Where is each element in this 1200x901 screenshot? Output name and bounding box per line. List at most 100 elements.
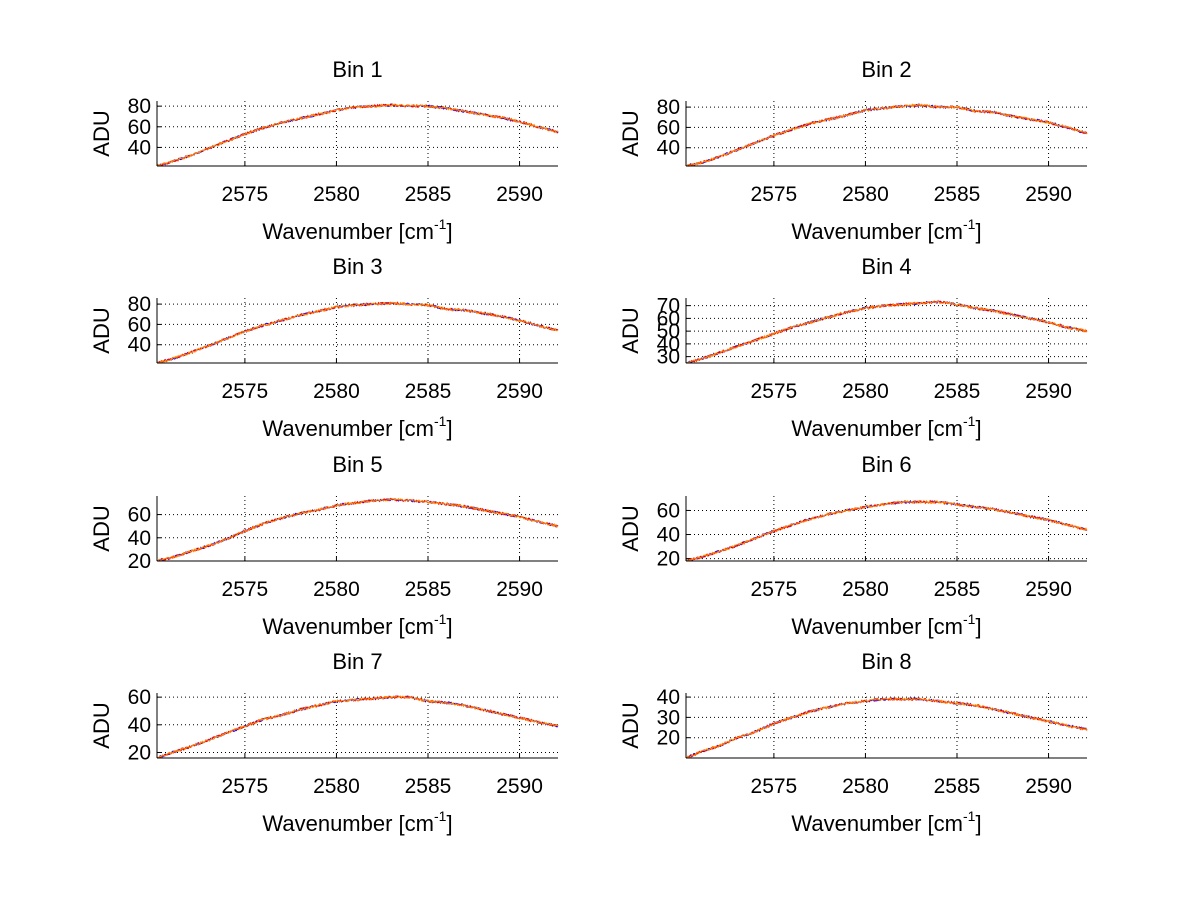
series-line [156,302,559,364]
y-tick-label: 60 [128,313,151,336]
x-axis-label: Wavenumber [cm-1] [791,611,981,639]
x-tick-label: 2590 [496,578,543,601]
y-tick-label: 60 [657,116,680,139]
series-line [685,499,1088,562]
x-tick-label: 2585 [934,380,981,403]
y-tick-label: 80 [657,96,680,119]
series-line [156,103,559,167]
series-line [685,103,1088,167]
x-tick-label: 2580 [842,183,889,206]
y-tick-label: 70 [657,295,680,318]
x-tick-label: 2575 [751,775,798,798]
x-axis-label: Wavenumber [cm-1] [262,808,452,836]
y-axis-label: ADU [618,110,643,156]
series-line [156,301,559,364]
y-tick-label: 80 [128,293,151,316]
y-tick-label: 40 [657,524,680,547]
x-tick-label: 2590 [496,380,543,403]
y-tick-label: 20 [657,548,680,571]
series-line [156,301,559,364]
series-line [685,697,1088,759]
y-tick-label: 40 [657,333,680,356]
x-tick-label: 2575 [751,578,798,601]
chart-title: Bin 5 [332,452,382,477]
x-axis-label: Wavenumber [cm-1] [791,413,981,441]
chart-title: Bin 6 [861,452,911,477]
y-tick-label: 50 [657,320,680,343]
y-tick-label: 20 [657,727,680,750]
y-tick-label: 40 [128,527,151,550]
chart-panel: Bin 7 2575 2580 2585 2590 20 40 60 ADU Wavenumber… [89,649,559,836]
series-line [156,695,559,759]
series-line [156,695,559,759]
chart-title: Bin 4 [861,254,911,279]
x-axis-label: Wavenumber [cm-1] [262,216,452,244]
x-tick-label: 2585 [934,183,981,206]
y-tick-label: 60 [128,686,151,709]
y-axis-label: ADU [89,110,114,156]
x-tick-label: 2585 [405,380,452,403]
x-tick-label: 2575 [751,380,798,403]
series-line [156,498,559,562]
y-axis-label: ADU [89,307,114,353]
series-line [685,697,1088,759]
series-line [685,499,1088,561]
x-tick-label: 2590 [1025,380,1072,403]
series-line [685,299,1088,364]
series-line [685,300,1087,364]
y-tick-label: 30 [657,346,680,369]
x-tick-label: 2585 [934,578,981,601]
x-tick-label: 2590 [1025,183,1072,206]
x-axis-label: Wavenumber [cm-1] [791,216,981,244]
x-tick-label: 2580 [313,380,360,403]
x-tick-label: 2585 [405,578,452,601]
series-line [156,103,559,167]
y-tick-label: 20 [128,550,151,573]
series-line [685,499,1088,562]
x-tick-label: 2580 [313,775,360,798]
x-axis-label: Wavenumber [cm-1] [791,808,981,836]
y-tick-label: 40 [657,137,680,160]
series-line [156,497,558,562]
x-tick-label: 2575 [222,578,269,601]
y-tick-label: 60 [657,499,680,522]
x-tick-label: 2590 [496,775,543,798]
x-tick-label: 2580 [313,578,360,601]
chart-title: Bin 7 [332,649,382,674]
chart-title: Bin 8 [861,649,911,674]
y-tick-label: 40 [128,334,151,357]
chart-title: Bin 1 [332,57,382,82]
x-tick-label: 2590 [496,183,543,206]
x-tick-label: 2585 [934,775,981,798]
x-tick-label: 2585 [405,775,452,798]
x-tick-label: 2575 [222,380,269,403]
x-axis-label: Wavenumber [cm-1] [262,611,452,639]
y-axis-label: ADU [618,505,643,551]
x-tick-label: 2580 [842,775,889,798]
series-line [156,103,559,167]
x-tick-label: 2575 [751,183,798,206]
x-tick-label: 2580 [842,578,889,601]
x-tick-label: 2580 [842,380,889,403]
y-tick-label: 20 [128,741,151,764]
chart-title: Bin 3 [332,254,382,279]
y-axis-label: ADU [618,307,643,353]
y-axis-label: ADU [618,702,643,748]
y-tick-label: 80 [128,95,151,118]
y-tick-label: 60 [128,504,151,527]
y-tick-label: 40 [128,136,151,159]
y-tick-label: 30 [657,706,680,729]
series-line [685,299,1088,364]
chart-title: Bin 2 [861,57,911,82]
series-line [685,103,1088,167]
x-tick-label: 2590 [1025,775,1072,798]
y-axis-label: ADU [89,505,114,551]
